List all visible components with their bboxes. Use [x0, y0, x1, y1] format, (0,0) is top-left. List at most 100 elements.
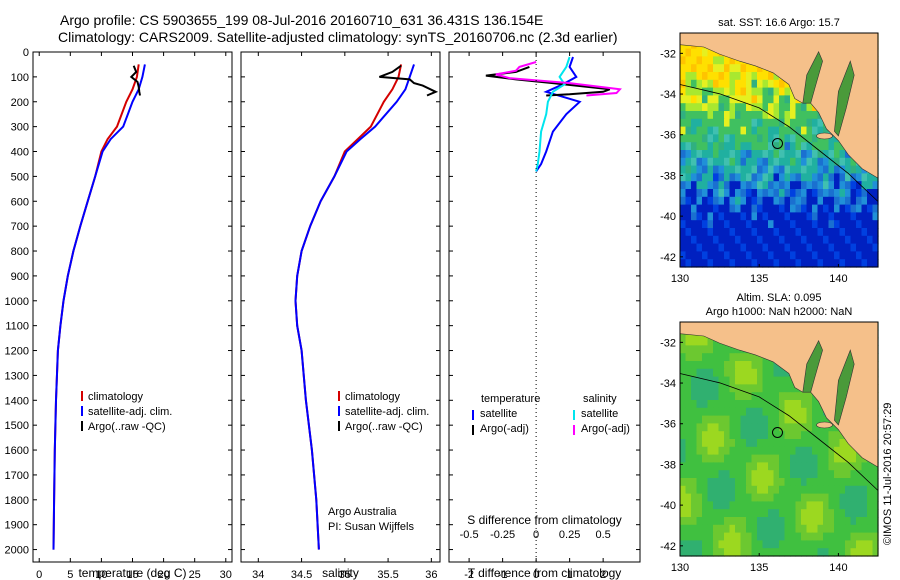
sla-cell — [779, 485, 786, 495]
sla-cell — [718, 462, 725, 471]
sla-cell — [685, 454, 692, 463]
sst-cell — [817, 220, 824, 229]
sla-cell — [724, 407, 731, 417]
sst-cell — [691, 181, 698, 190]
sst-cell — [839, 251, 846, 260]
sla-cell — [784, 462, 791, 471]
sst-cell — [713, 243, 720, 252]
sla-cell — [768, 517, 775, 526]
sst-cell — [790, 142, 797, 151]
sla-cell — [773, 446, 780, 456]
sla-cell — [707, 509, 714, 518]
sst-cell — [724, 251, 731, 260]
sla-cell — [724, 485, 731, 495]
sst-cell — [724, 181, 731, 190]
sst-cell — [779, 157, 786, 167]
sst-cell — [773, 251, 780, 260]
sla-cell — [839, 493, 846, 502]
sst-cell — [812, 150, 819, 159]
sst-cell — [718, 228, 725, 237]
sst-cell — [795, 150, 802, 159]
sla-cell — [718, 485, 725, 495]
sst-cell — [696, 142, 703, 151]
sst-cell — [839, 235, 846, 245]
sla-cell — [702, 423, 709, 432]
sla-cell — [691, 407, 698, 417]
sla-cell — [713, 532, 720, 541]
sst-cell — [828, 212, 835, 221]
sst-cell — [735, 173, 742, 182]
sst-cell — [735, 134, 742, 143]
sst-cell — [790, 251, 797, 260]
sla-title: Altim. SLA: 0.095 — [737, 292, 822, 304]
sla-cell — [757, 462, 764, 471]
sla-cell — [707, 485, 714, 495]
sla-cell — [773, 524, 780, 534]
sst-cell — [751, 157, 758, 167]
sla-cell — [817, 493, 824, 502]
sla-cell — [779, 454, 786, 463]
sla-frame — [679, 321, 879, 557]
sla-cell — [702, 548, 709, 557]
sst-cell — [773, 212, 780, 221]
sst-cell — [801, 118, 808, 128]
sla-cell — [713, 446, 720, 456]
sla-cell — [718, 509, 725, 518]
sst-cell — [696, 204, 703, 213]
sst-cell — [746, 157, 753, 167]
sst-cell — [713, 189, 720, 198]
sst-cell — [795, 243, 802, 252]
sla-cell — [751, 407, 758, 417]
sst-cell — [834, 189, 841, 198]
sst-cell — [806, 228, 813, 237]
sla-cell — [696, 493, 703, 502]
sst-cell — [707, 79, 714, 89]
sst-cell — [746, 243, 753, 252]
sla-cell — [795, 478, 802, 487]
sst-cell — [817, 235, 824, 245]
sst-cell — [784, 243, 791, 252]
sla-cell — [696, 454, 703, 463]
sst-cell — [784, 111, 791, 120]
sst-cell — [834, 259, 841, 268]
sst-cell — [790, 181, 797, 190]
sla-cell — [680, 478, 687, 487]
sla-cell — [702, 470, 709, 479]
sla-cell — [806, 400, 813, 409]
sla-cell — [685, 423, 692, 432]
sst-cell — [691, 56, 698, 65]
sst-cell — [724, 56, 731, 65]
sla-cell — [784, 485, 791, 495]
sst-cell — [806, 134, 813, 143]
sla-cell — [718, 400, 725, 409]
sst-cell — [773, 204, 780, 213]
sla-cell — [735, 540, 742, 549]
sla-cell — [685, 345, 692, 354]
sst-cell — [795, 189, 802, 198]
sla-cell — [779, 368, 786, 378]
sst-cell — [746, 181, 753, 190]
sla-cell — [707, 517, 714, 526]
sst-cell — [790, 150, 797, 159]
sst-cell — [806, 251, 813, 260]
sst-cell — [834, 220, 841, 229]
sla-cell — [784, 517, 791, 526]
sst-cell — [850, 196, 857, 206]
sla-cell — [828, 524, 835, 534]
sla-cell — [779, 540, 786, 549]
sla-xtick-label: 140 — [829, 562, 847, 574]
sla-cell — [867, 540, 874, 549]
sst-cell — [702, 220, 709, 229]
sst-cell — [757, 118, 764, 128]
sla-cell — [768, 368, 775, 378]
sst-cell — [718, 204, 725, 213]
sla-cell — [784, 392, 791, 401]
sst-cell — [779, 204, 786, 213]
sla-cell — [696, 384, 703, 393]
sst-cell — [680, 56, 687, 65]
sla-cell — [773, 548, 780, 557]
sst-cell — [691, 228, 698, 237]
sst-cell — [839, 259, 846, 268]
sst-cell — [795, 103, 802, 112]
sst-cell — [839, 157, 846, 167]
